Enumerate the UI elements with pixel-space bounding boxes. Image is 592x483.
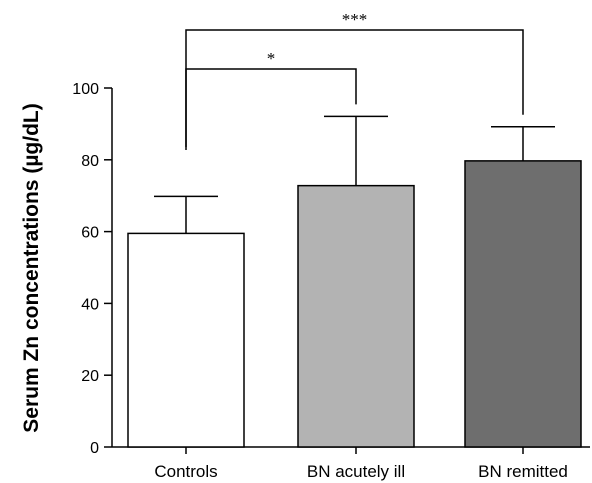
significance-bracket [185,68,357,147]
y-axis-title: Serum Zn concentrations (µg/dL) [20,103,43,432]
y-tick-label: 80 [81,153,99,170]
y-tick-label: 40 [81,296,99,313]
significance-bracket [185,29,524,150]
y-tick-label: 0 [90,440,99,457]
bar-controls [127,232,245,448]
significance-label: *** [342,10,368,29]
x-category-label: Controls [154,462,217,481]
x-category-label: BN acutely ill [307,462,405,481]
y-tick-label: 20 [81,368,99,385]
y-tick-label: 60 [81,225,99,242]
x-category-label: BN remitted [478,462,568,481]
bar-bn-acutely-ill [297,184,415,448]
significance-label: * [267,49,276,68]
bar-bn-remitted [464,160,582,448]
y-tick-label: 100 [72,81,99,98]
